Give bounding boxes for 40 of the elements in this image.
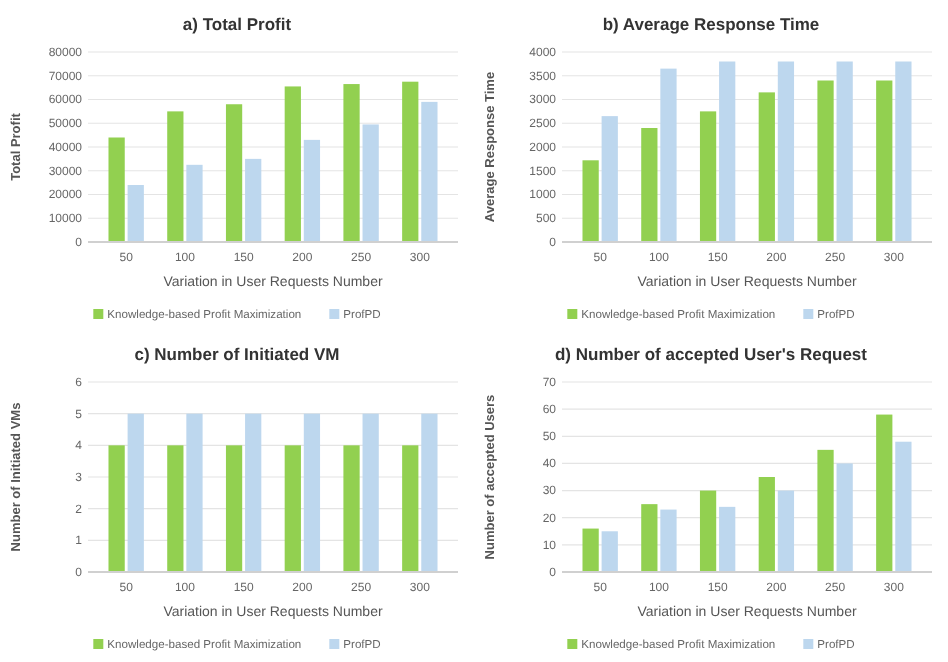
bar xyxy=(660,68,677,242)
chart-title: d) Number of accepted User's Request xyxy=(554,344,868,364)
bar xyxy=(225,104,243,242)
bar xyxy=(641,128,658,242)
bar xyxy=(836,61,853,242)
chart-title: c) Number of Initiated VM xyxy=(134,344,340,364)
chart-title: b) Average Response Time xyxy=(602,14,820,34)
bar xyxy=(245,158,262,242)
bar xyxy=(699,111,717,242)
bar xyxy=(836,463,853,572)
bar xyxy=(777,490,795,572)
bar xyxy=(876,80,893,242)
bar xyxy=(167,111,184,242)
bar xyxy=(601,116,618,242)
bar xyxy=(601,531,618,572)
bar xyxy=(641,504,658,572)
bar xyxy=(895,61,912,242)
bar xyxy=(108,137,125,242)
bar xyxy=(284,86,301,242)
bar xyxy=(303,139,321,242)
bar xyxy=(758,477,775,572)
bar xyxy=(127,185,144,242)
bar xyxy=(876,414,893,572)
bar xyxy=(719,506,736,572)
bar xyxy=(421,101,438,242)
bar xyxy=(817,80,834,242)
bar xyxy=(343,84,360,242)
bar xyxy=(186,164,203,242)
bar xyxy=(660,509,677,572)
chart-title: a) Total Profit xyxy=(182,14,292,34)
bar xyxy=(777,61,795,242)
bar xyxy=(699,490,717,572)
bar xyxy=(758,92,775,242)
bar xyxy=(362,124,379,242)
bar xyxy=(719,61,736,242)
bar xyxy=(402,81,419,242)
bar xyxy=(582,528,599,572)
bar xyxy=(817,449,834,572)
bar xyxy=(582,160,599,242)
bar xyxy=(895,441,912,572)
